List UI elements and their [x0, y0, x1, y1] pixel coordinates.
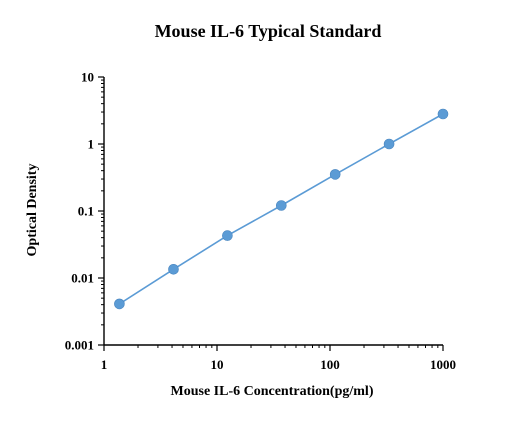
plot-area	[114, 108, 449, 310]
data-point	[114, 298, 125, 310]
data-point	[222, 230, 233, 241]
y-tick-label: 0.1	[78, 204, 94, 219]
x-tick-label: 1	[101, 357, 108, 372]
data-point	[383, 138, 395, 150]
x-tick-label: 1000	[430, 357, 456, 372]
x-axis: 1 10 100 1000	[101, 344, 456, 372]
chart-title: Mouse IL-6 Typical Standard	[155, 21, 382, 41]
y-axis-label: Optical Density	[25, 164, 40, 257]
y-tick-label: 0.001	[65, 338, 94, 353]
x-tick-label: 10	[211, 357, 224, 372]
y-tick-label: 10	[81, 70, 94, 85]
y-tick-label: 1	[88, 137, 95, 152]
data-point	[275, 200, 287, 211]
y-tick-label: 0.01	[71, 271, 94, 286]
y-axis: 0.001 0.01 0.1 1 10	[65, 70, 105, 353]
x-tick-label: 100	[320, 357, 340, 372]
data-point	[437, 108, 449, 120]
data-point	[329, 169, 341, 180]
x-axis-label: Mouse IL-6 Concentration(pg/ml)	[171, 384, 374, 399]
data-point	[168, 263, 179, 275]
